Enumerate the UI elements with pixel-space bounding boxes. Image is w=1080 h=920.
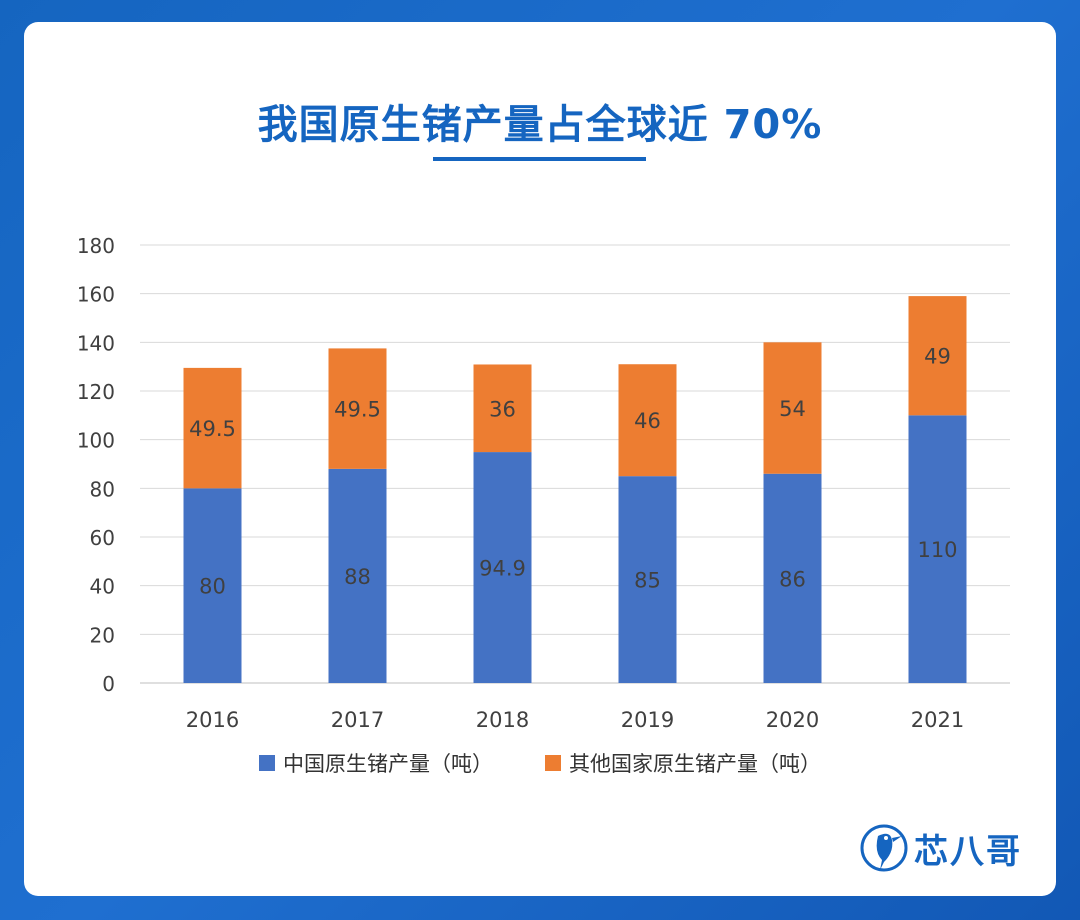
x-tick-label-2016: 2016	[186, 708, 239, 732]
y-tick-label: 180	[77, 234, 115, 258]
x-tick-label-2017: 2017	[331, 708, 384, 732]
chart-card: 我国原生锗产量占全球近 70% 0 20 40 60 80 100 120 140 160 180…	[24, 22, 1056, 896]
logo-text: 芯八哥	[914, 831, 1022, 872]
bar-china-2020	[763, 473, 822, 683]
x-tick-label-2019: 2019	[621, 708, 674, 732]
bar-other-2021	[908, 296, 967, 416]
bar-chart: 0 20 40 60 80 100 120 140 160 180 80 49.5 88 49.5 94.…	[77, 234, 1010, 732]
y-tick-label: 100	[77, 429, 115, 453]
y-tick-label: 80	[90, 477, 115, 501]
y-axis-ticks: 0 20 40 60 80 100 120 140 160 180	[77, 234, 115, 696]
brand-logo: 芯八哥	[860, 822, 1022, 874]
bar-other-2016	[183, 367, 242, 489]
bar-china-2018	[473, 452, 532, 683]
legend-label-china: 中国原生锗产量（吨）	[283, 752, 493, 776]
data-label-china-2019: 85	[634, 569, 661, 593]
data-label-china-2017: 88	[344, 565, 371, 589]
data-label-china-2021: 110	[917, 538, 957, 562]
legend-item-other: 其他国家原生锗产量（吨）	[545, 748, 821, 778]
x-axis-ticks: 2016 2017 2018 2019 2020 2021	[186, 708, 964, 732]
data-label-other-2018: 36	[489, 397, 516, 421]
title-underline	[433, 157, 646, 161]
y-tick-label: 160	[77, 283, 115, 307]
legend-item-china: 中国原生锗产量（吨）	[259, 748, 493, 778]
bar-other-2017	[328, 348, 387, 469]
bar-china-2016	[183, 488, 242, 683]
data-label-other-2020: 54	[779, 397, 806, 421]
legend-swatch-china	[259, 755, 275, 771]
x-tick-label-2021: 2021	[911, 708, 964, 732]
data-label-other-2019: 46	[634, 409, 661, 433]
bar-other-2019	[618, 364, 677, 477]
bird-logo-icon	[860, 824, 908, 872]
data-label-china-2016: 80	[199, 575, 226, 599]
y-tick-label: 120	[77, 380, 115, 404]
bar-other-2020	[763, 342, 822, 474]
y-tick-label: 140	[77, 331, 115, 355]
x-tick-label-2020: 2020	[766, 708, 819, 732]
data-label-china-2018: 94.9	[479, 557, 526, 581]
bar-china-2017	[328, 468, 387, 683]
data-label-other-2016: 49.5	[189, 417, 236, 441]
legend-swatch-other	[545, 755, 561, 771]
grid-lines	[140, 244, 1010, 684]
y-tick-label: 0	[102, 672, 115, 696]
data-label-china-2020: 86	[779, 567, 806, 591]
legend: 中国原生锗产量（吨） 其他国家原生锗产量（吨）	[24, 748, 1056, 778]
data-label-other-2017: 49.5	[334, 398, 381, 422]
bars: 80 49.5 88 49.5 94.9 36 85 46 86 54 110 49	[183, 296, 967, 683]
legend-label-other: 其他国家原生锗产量（吨）	[569, 752, 821, 776]
bar-china-2019	[618, 476, 677, 683]
x-tick-label-2018: 2018	[476, 708, 529, 732]
y-tick-label: 60	[90, 526, 115, 550]
bar-other-2018	[473, 364, 532, 453]
page-title: 我国原生锗产量占全球近 70%	[257, 102, 823, 148]
data-label-other-2021: 49	[924, 345, 951, 369]
y-tick-label: 20	[90, 623, 115, 647]
y-tick-label: 40	[90, 575, 115, 599]
bar-china-2021	[908, 415, 967, 683]
